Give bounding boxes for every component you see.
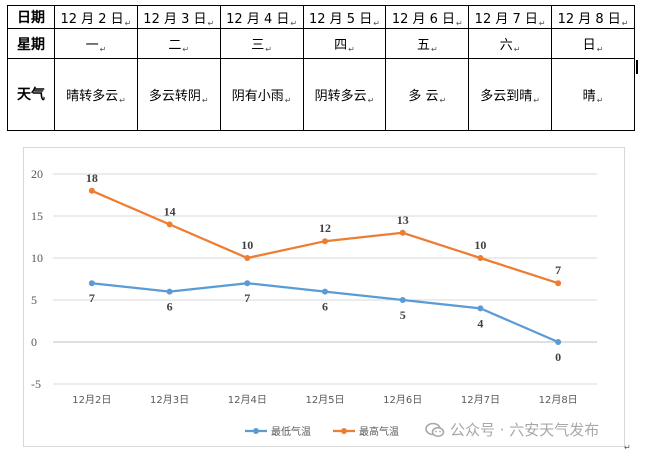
y-tick-label: 15: [31, 209, 43, 223]
weather-forecast-table: 日期 12 月 2 日↵ 12 月 3 日↵ 12 月 4 日↵ 12 月 5 …: [7, 4, 635, 132]
x-tick-label: 12月3日: [150, 394, 189, 406]
data-point: [477, 305, 484, 312]
data-point: [166, 221, 173, 228]
date-cell: 12 月 5 日↵: [302, 4, 387, 30]
data-point: [244, 255, 251, 261]
weekday-cell: 六↵: [468, 28, 553, 59]
x-tick-label: 12月6日: [383, 394, 422, 406]
weather-row: 天气 晴转多云↵ 多云转阴↵ 阴有小雨↵ 阴转多云↵ 多 云↵ 多云到晴↵ 晴↵: [7, 57, 635, 132]
x-tick-label: 12月4日: [228, 394, 267, 406]
data-point: [477, 255, 484, 261]
x-tick-label: 12月5日: [305, 394, 344, 406]
data-point: [399, 229, 406, 236]
date-cell: 12 月 3 日↵: [136, 4, 221, 30]
chart-frame: [23, 147, 625, 447]
data-point: [322, 238, 328, 245]
weather-cell: 多云转阴↵: [136, 57, 221, 132]
data-label: 12: [319, 221, 331, 235]
data-point: [244, 280, 251, 287]
y-tick-label: 0: [31, 335, 37, 349]
y-tick-label: 10: [31, 251, 43, 265]
legend-label: 最高气温: [359, 425, 399, 438]
date-cell: 12 月 7 日↵: [468, 4, 553, 30]
x-tick-label: 12月8日: [539, 394, 578, 406]
wechat-icon: [425, 422, 445, 437]
data-label: 0: [555, 350, 561, 364]
weather-cell: 阴有小雨↵: [219, 57, 304, 132]
data-label: 4: [477, 316, 483, 330]
date-row: 日期 12 月 2 日↵ 12 月 3 日↵ 12 月 4 日↵ 12 月 5 …: [7, 4, 635, 30]
data-point: [88, 187, 95, 194]
weekday-row-header: 星期: [7, 28, 55, 59]
paragraph-mark: ↵: [624, 443, 631, 452]
data-point: [166, 288, 173, 295]
data-point: [555, 280, 562, 287]
data-label: 10: [241, 238, 253, 252]
date-cell: 12 月 2 日↵: [54, 4, 138, 30]
weather-cell: 阴转多云↵: [302, 57, 387, 132]
series-line: [91, 189, 559, 285]
data-label: 7: [244, 291, 250, 305]
weekday-row: 星期 一↵ 二↵ 三↵ 四↵ 五↵ 六↵ 日↵: [7, 28, 635, 59]
data-label: 13: [397, 213, 409, 227]
data-label: 14: [164, 204, 176, 218]
watermark: 公众号 · 六安天气发布: [425, 419, 599, 440]
date-cell: 12 月 6 日↵: [385, 4, 470, 30]
weather-cell: 晴转多云↵: [54, 57, 138, 132]
watermark-text: 公众号 · 六安天气发布: [450, 421, 600, 439]
weekday-cell: 四↵: [302, 28, 387, 59]
data-point: [88, 280, 95, 287]
y-tick-label: -5: [31, 377, 41, 391]
weekday-cell: 五↵: [385, 28, 470, 59]
data-point: [322, 288, 328, 295]
y-tick-label: 5: [31, 293, 37, 307]
temperature-line-chart: -5 0 5 10 15 20 12月2日 12月3日 12月4日 12月5日 12月6日 12月7日…: [31, 167, 597, 438]
data-label: 5: [400, 308, 406, 322]
weather-cell: 多云到晴↵: [468, 57, 553, 132]
table-row-end-marker: [636, 60, 638, 74]
x-tick-label: 12月2日: [72, 394, 111, 406]
weather-cell: 多 云↵: [385, 57, 470, 132]
date-cell: 12 月 4 日↵: [219, 4, 304, 30]
data-label: 6: [167, 300, 173, 314]
data-point: [399, 297, 406, 303]
legend-marker: [253, 428, 259, 434]
legend-label: 最低气温: [271, 425, 311, 438]
data-label: 18: [86, 171, 98, 185]
weather-cell: 晴↵: [551, 57, 635, 132]
data-label: 6: [322, 300, 328, 314]
y-tick-label: 20: [31, 167, 43, 181]
weekday-cell: 日↵: [551, 28, 635, 59]
date-cell: 12 月 8 日↵: [551, 4, 635, 30]
x-tick-label: 12月7日: [461, 394, 500, 406]
date-row-header: 日期: [7, 4, 55, 30]
weekday-cell: 三↵: [219, 28, 304, 59]
weekday-cell: 二↵: [136, 28, 221, 59]
data-label: 7: [89, 291, 95, 305]
data-point: [555, 339, 562, 345]
data-label: 7: [555, 263, 561, 277]
legend-marker: [341, 428, 347, 434]
weekday-cell: 一↵: [54, 28, 138, 59]
data-label: 10: [474, 238, 486, 252]
weather-row-header: 天气: [7, 57, 55, 132]
